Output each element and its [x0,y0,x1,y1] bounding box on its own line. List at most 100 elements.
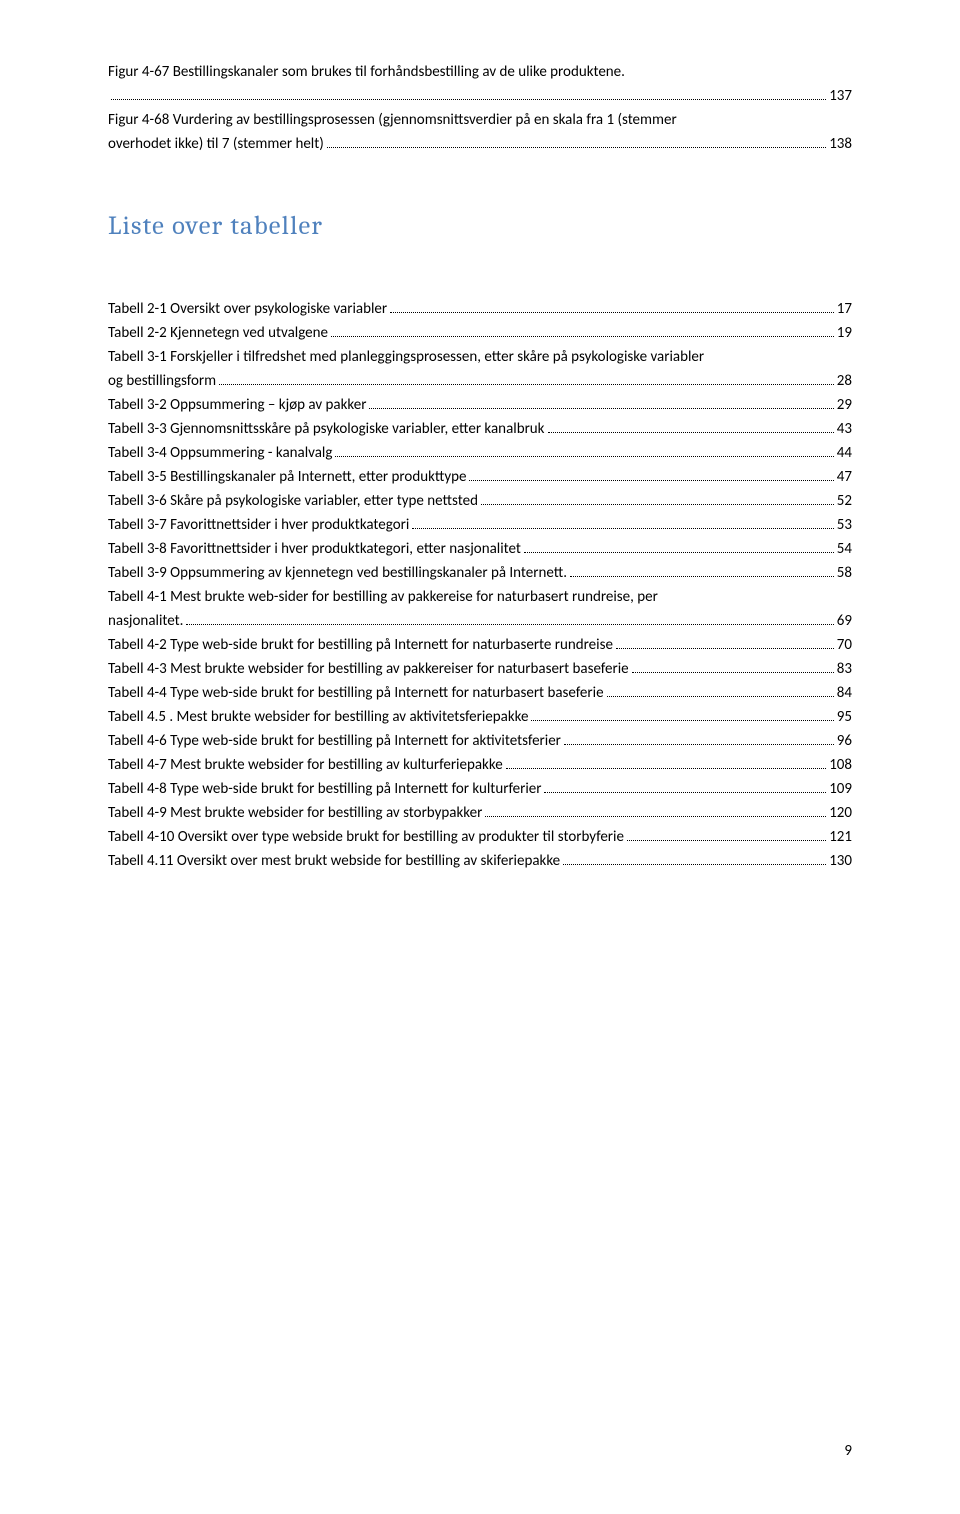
dot-leader [219,371,834,386]
figure-toc-entry-0: Figur 4-67 Bestillingskanaler som brukes… [108,60,852,108]
dot-leader [111,86,826,101]
section-heading-liste-over-tabeller: Liste over tabeller [108,210,852,241]
table-toc-entry-0-text: Tabell 2-1 Oversikt over psykologiske va… [108,297,387,321]
table-toc-entry-21-page: 130 [829,849,852,873]
table-toc-entry-6-text: Tabell 3-5 Bestillingskanaler på Interne… [108,465,466,489]
table-toc-entry-13: Tabell 4-3 Mest brukte websider for best… [108,657,852,681]
table-toc-entry-16-text: Tabell 4-6 Type web-side brukt for besti… [108,729,561,753]
table-toc-entry-10-page: 58 [837,561,852,585]
table-toc-entry-3-text: Tabell 3-2 Oppsummering – kjøp av pakker [108,393,366,417]
table-of-tables-list: Tabell 2-1 Oversikt over psykologiske va… [108,297,852,873]
table-toc-entry-2-text-line1: Tabell 3-1 Forskjeller i tilfredshet med… [108,345,852,369]
table-toc-entry-6: Tabell 3-5 Bestillingskanaler på Interne… [108,465,852,489]
dot-leader [564,731,834,746]
table-toc-entry-11-page: 69 [837,609,852,633]
dot-leader [548,419,834,434]
page-number: 9 [844,1442,852,1460]
table-toc-entry-3: Tabell 3-2 Oppsummering – kjøp av pakker… [108,393,852,417]
table-toc-entry-18: Tabell 4-8 Type web-side brukt for besti… [108,777,852,801]
table-toc-entry-21-text: Tabell 4.11 Oversikt over mest brukt web… [108,849,560,873]
dot-leader [331,323,834,338]
table-toc-entry-17-page: 108 [829,753,852,777]
table-toc-entry-19: Tabell 4-9 Mest brukte websider for best… [108,801,852,825]
table-toc-entry-6-page: 47 [837,465,852,489]
table-toc-entry-5: Tabell 3-4 Oppsummering - kanalvalg 44 [108,441,852,465]
table-toc-entry-20: Tabell 4-10 Oversikt over type webside b… [108,825,852,849]
table-toc-entry-10: Tabell 3-9 Oppsummering av kjennetegn ve… [108,561,852,585]
table-toc-entry-11-text-line2: nasjonalitet. [108,609,183,633]
table-toc-entry-5-page: 44 [837,441,852,465]
dot-leader [186,611,833,626]
document-page: Figur 4-67 Bestillingskanaler som brukes… [0,0,960,1514]
dot-leader [563,851,826,866]
figure-toc-entry-0-page: 137 [829,84,852,108]
table-toc-entry-12-text: Tabell 4-2 Type web-side brukt for besti… [108,633,613,657]
table-toc-entry-18-page: 109 [829,777,852,801]
table-toc-entry-13-page: 83 [837,657,852,681]
table-toc-entry-18-text: Tabell 4-8 Type web-side brukt for besti… [108,777,541,801]
table-toc-entry-5-text: Tabell 3-4 Oppsummering - kanalvalg [108,441,332,465]
dot-leader [616,635,834,650]
table-toc-entry-11-text-line1: Tabell 4-1 Mest brukte web-sider for bes… [108,585,852,609]
table-toc-entry-8: Tabell 3-7 Favorittnettsider i hver prod… [108,513,852,537]
dot-leader [335,443,833,458]
table-toc-entry-2-text-line2: og bestillingsform [108,369,216,393]
dot-leader [544,779,826,794]
table-toc-entry-2-page: 28 [837,369,852,393]
table-toc-entry-17-text: Tabell 4-7 Mest brukte websider for best… [108,753,503,777]
figure-toc-entry-1: Figur 4-68 Vurdering av bestillingsprose… [108,108,852,156]
table-toc-entry-14-page: 84 [837,681,852,705]
table-toc-entry-0-page: 17 [837,297,852,321]
table-toc-entry-7-text: Tabell 3-6 Skåre på psykologiske variabl… [108,489,478,513]
table-toc-entry-13-text: Tabell 4-3 Mest brukte websider for best… [108,657,629,681]
dot-leader [369,395,833,410]
table-toc-entry-15: Tabell 4.5 . Mest brukte websider for be… [108,705,852,729]
table-toc-entry-1-text: Tabell 2-2 Kjennetegn ved utvalgene [108,321,328,345]
figure-toc-entry-1-page: 138 [829,132,852,156]
dot-leader [327,134,826,149]
table-toc-entry-19-page: 120 [829,801,852,825]
table-toc-entry-1: Tabell 2-2 Kjennetegn ved utvalgene 19 [108,321,852,345]
dot-leader [481,491,834,506]
dot-leader [485,803,826,818]
table-toc-entry-16: Tabell 4-6 Type web-side brukt for besti… [108,729,852,753]
table-toc-entry-0: Tabell 2-1 Oversikt over psykologiske va… [108,297,852,321]
table-toc-entry-14: Tabell 4-4 Type web-side brukt for besti… [108,681,852,705]
dot-leader [390,299,834,314]
table-toc-entry-20-page: 121 [829,825,852,849]
dot-leader [506,755,827,770]
table-toc-entry-10-text: Tabell 3-9 Oppsummering av kjennetegn ve… [108,561,567,585]
table-toc-entry-9-page: 54 [837,537,852,561]
table-toc-entry-2: Tabell 3-1 Forskjeller i tilfredshet med… [108,345,852,393]
dot-leader [524,539,834,554]
table-toc-entry-4-text: Tabell 3-3 Gjennomsnittsskåre på psykolo… [108,417,545,441]
table-toc-entry-7-page: 52 [837,489,852,513]
figure-toc-entry-0-text-line1: Figur 4-67 Bestillingskanaler som brukes… [108,60,852,84]
figure-list-continuation: Figur 4-67 Bestillingskanaler som brukes… [108,60,852,156]
table-toc-entry-3-page: 29 [837,393,852,417]
figure-toc-entry-1-text-line2: overhodet ikke) til 7 (stemmer helt) [108,132,324,156]
table-toc-entry-14-text: Tabell 4-4 Type web-side brukt for besti… [108,681,604,705]
table-toc-entry-4: Tabell 3-3 Gjennomsnittsskåre på psykolo… [108,417,852,441]
table-toc-entry-8-page: 53 [837,513,852,537]
table-toc-entry-11: Tabell 4-1 Mest brukte web-sider for bes… [108,585,852,633]
dot-leader [570,563,834,578]
table-toc-entry-21: Tabell 4.11 Oversikt over mest brukt web… [108,849,852,873]
table-toc-entry-8-text: Tabell 3-7 Favorittnettsider i hver prod… [108,513,409,537]
dot-leader [627,827,826,842]
dot-leader [607,683,834,698]
table-toc-entry-15-text: Tabell 4.5 . Mest brukte websider for be… [108,705,528,729]
table-toc-entry-12-page: 70 [837,633,852,657]
table-toc-entry-1-page: 19 [837,321,852,345]
table-toc-entry-20-text: Tabell 4-10 Oversikt over type webside b… [108,825,624,849]
table-toc-entry-9-text: Tabell 3-8 Favorittnettsider i hver prod… [108,537,521,561]
table-toc-entry-9: Tabell 3-8 Favorittnettsider i hver prod… [108,537,852,561]
dot-leader [469,467,833,482]
table-toc-entry-16-page: 96 [837,729,852,753]
dot-leader [531,707,833,722]
table-toc-entry-4-page: 43 [837,417,852,441]
table-toc-entry-12: Tabell 4-2 Type web-side brukt for besti… [108,633,852,657]
table-toc-entry-17: Tabell 4-7 Mest brukte websider for best… [108,753,852,777]
figure-toc-entry-1-text-line1: Figur 4-68 Vurdering av bestillingsprose… [108,108,852,132]
table-toc-entry-7: Tabell 3-6 Skåre på psykologiske variabl… [108,489,852,513]
